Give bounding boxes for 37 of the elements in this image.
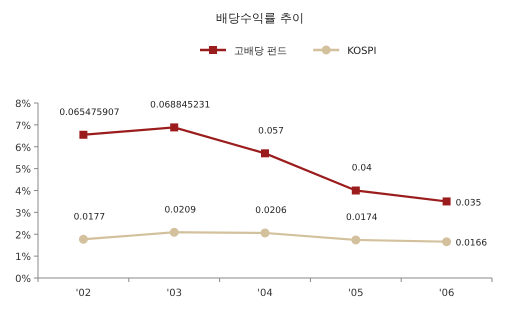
y-tick-label: 4% <box>15 186 31 198</box>
data-label: 0.035 <box>456 198 482 208</box>
data-label: 0.0177 <box>74 212 106 222</box>
y-tick-label: 2% <box>15 230 31 242</box>
y-tick-label: 5% <box>15 164 31 176</box>
y-tick-label: 8% <box>15 99 31 110</box>
point <box>442 237 452 246</box>
data-label: 0.065475907 <box>59 108 120 118</box>
point <box>78 234 88 244</box>
legend-label: KOSPI <box>347 46 376 57</box>
x-tick-label: '04 <box>257 288 273 299</box>
data-label: 0.0166 <box>456 238 488 249</box>
data-label: 0.0206 <box>255 206 288 216</box>
y-tick-label: 1% <box>15 252 31 264</box>
data-label: 0.068845231 <box>150 100 210 110</box>
legend-label: 고배당 펀드 <box>234 46 288 57</box>
point <box>442 197 451 206</box>
x-tick-label: '03 <box>166 288 182 299</box>
data-label: 0.0209 <box>164 205 196 216</box>
data-label: 0.057 <box>258 126 284 136</box>
point <box>170 228 179 237</box>
point <box>261 149 269 158</box>
y-tick-label: 6% <box>15 142 31 154</box>
point <box>352 186 360 194</box>
data-label: 0.0174 <box>346 212 378 223</box>
chart-title: 배당수익률 추이 <box>216 11 304 25</box>
point <box>79 130 88 139</box>
x-tick-label: '06 <box>438 288 454 299</box>
point <box>170 123 178 132</box>
point <box>260 228 270 238</box>
y-tick-label: 3% <box>15 208 31 220</box>
x-tick-label: '02 <box>76 288 92 299</box>
y-tick-label: 0% <box>15 274 31 285</box>
data-label: 0.04 <box>352 164 372 174</box>
point <box>351 235 360 244</box>
y-tick-label: 7% <box>15 120 31 132</box>
x-tick-label: '05 <box>348 288 364 299</box>
